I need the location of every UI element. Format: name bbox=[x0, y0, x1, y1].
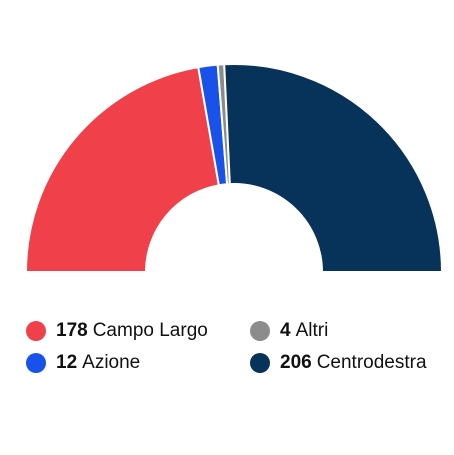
legend-value-centrodestra: 206 bbox=[280, 352, 312, 373]
legend-item-centrodestra: 206 Centrodestra bbox=[250, 348, 427, 378]
legend-value-altri: 4 bbox=[280, 320, 291, 341]
legend-label-centrodestra: Centrodestra bbox=[316, 352, 427, 373]
arc-segment-centrodestra bbox=[223, 63, 443, 273]
seat-arc-chart bbox=[25, 63, 443, 273]
legend-swatch-altri bbox=[250, 321, 270, 341]
legend-value-campo-largo: 178 bbox=[56, 320, 88, 341]
legend-item-campo-largo: 178 Campo Largo bbox=[26, 316, 208, 346]
legend-swatch-centrodestra bbox=[250, 353, 270, 373]
legend-swatch-campo-largo bbox=[26, 321, 46, 341]
arc-segment-campo-largo bbox=[25, 66, 220, 273]
legend-label-campo-largo: Campo Largo bbox=[92, 320, 208, 341]
legend-label-altri: Altri bbox=[295, 320, 329, 341]
legend-item-altri: 4 Altri bbox=[250, 316, 328, 346]
legend-label-azione: Azione bbox=[82, 352, 141, 373]
legend-value-azione: 12 bbox=[56, 352, 78, 373]
legend-swatch-azione bbox=[26, 353, 46, 373]
legend-item-azione: 12 Azione bbox=[26, 348, 140, 378]
